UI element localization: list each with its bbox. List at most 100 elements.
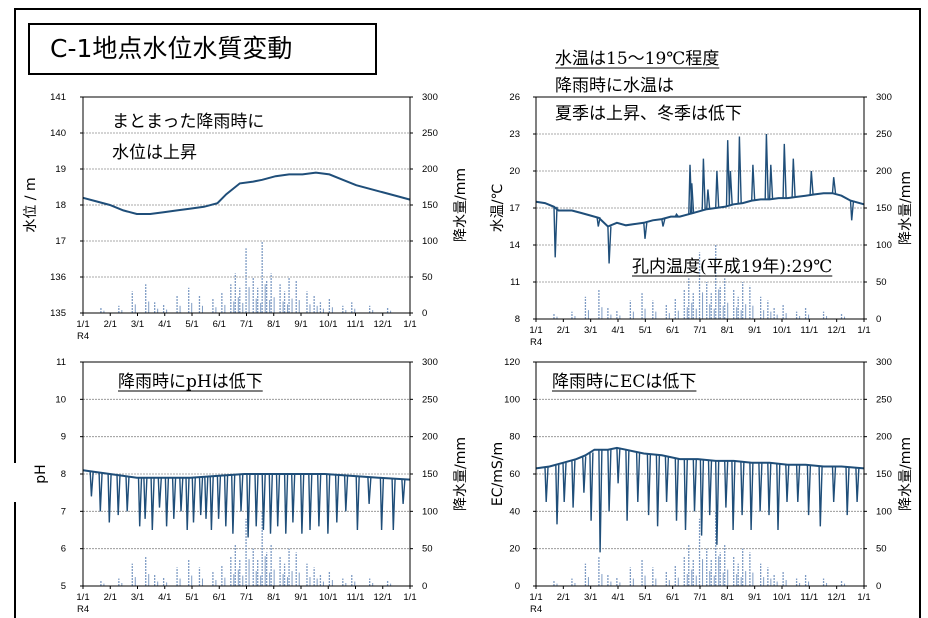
- series-excursion: [191, 477, 196, 523]
- x-tick-label: 10/1: [773, 592, 792, 603]
- y2-tick-label: 150: [422, 200, 438, 211]
- series-excursion: [683, 459, 688, 531]
- y-tick-label: 10: [55, 394, 66, 405]
- series-excursion: [646, 453, 652, 516]
- x-tick-label: 9/1: [748, 325, 761, 336]
- series-excursion: [607, 226, 612, 264]
- series-excursion: [171, 477, 177, 519]
- series-excursion: [401, 479, 406, 504]
- series-excursion: [785, 464, 790, 503]
- x-tick-label: 6/1: [666, 592, 679, 603]
- x-tick-label: 9/1: [294, 319, 307, 330]
- y-tick-label: 0: [515, 581, 520, 592]
- x-tick-label: 9/1: [294, 592, 307, 603]
- y-axis-title: EC/mS/m: [490, 442, 506, 506]
- x-tick-label: 1/1: [857, 592, 870, 603]
- series-excursion: [751, 164, 756, 201]
- chart-water-temperature: 26 23 20 17 14 11 8 300 250 200 150 100 50 0 1/1 2/1 3/1…: [490, 49, 914, 348]
- series-excursion: [157, 477, 162, 508]
- series-excursion: [89, 471, 94, 497]
- series-excursion: [758, 462, 763, 512]
- x-tick-label: 4/1: [158, 319, 171, 330]
- y-tick-label: 9: [61, 432, 66, 443]
- series-excursion: [555, 464, 560, 525]
- series-excursion: [291, 473, 296, 523]
- series-excursion: [715, 170, 720, 209]
- y2-tick-label: 150: [876, 203, 892, 214]
- y-tick-label: 7: [61, 506, 66, 517]
- annotation: 水温は15～19℃程度: [555, 49, 719, 69]
- x-tick-label: 1/1: [529, 592, 542, 603]
- series-excursion: [137, 477, 143, 527]
- series-excursion: [643, 222, 648, 239]
- x-tick-label: 6/1: [213, 319, 226, 330]
- y2-tick-label: 50: [422, 272, 433, 283]
- series-excursion: [98, 472, 103, 512]
- y-tick-label: 20: [509, 166, 520, 177]
- x-tick-label: 12/1: [827, 325, 846, 336]
- series-excursion: [300, 473, 305, 534]
- series-excursion: [855, 467, 860, 503]
- series-excursion: [391, 478, 396, 531]
- x-tick-label: 1/1: [529, 325, 542, 336]
- y2-tick-label: 150: [422, 469, 438, 480]
- series-excursion: [317, 473, 322, 527]
- series-excursion: [664, 456, 670, 503]
- series-excursion: [791, 158, 796, 198]
- series-excursion: [116, 474, 121, 516]
- series-excursion: [185, 477, 190, 531]
- year-label: R4: [77, 604, 89, 615]
- series-excursion: [125, 476, 130, 512]
- y2-tick-label: 200: [876, 432, 892, 443]
- year-label: R4: [530, 604, 542, 615]
- series-excursion: [768, 164, 774, 200]
- y-tick-label: 8: [515, 314, 520, 325]
- x-tick-label: 2/1: [104, 319, 117, 330]
- y-tick-label: 17: [55, 236, 66, 247]
- outer-frame: [14, 8, 921, 618]
- y2-tick-label: 0: [422, 308, 427, 319]
- series-excursion: [589, 452, 594, 521]
- series-excursion: [764, 133, 769, 200]
- y-axis-title: 水温/℃: [490, 184, 506, 232]
- x-tick-label: 12/1: [827, 592, 846, 603]
- series-excursion: [261, 473, 266, 531]
- year-label: R4: [77, 331, 89, 342]
- x-tick-label: 1/1: [403, 319, 416, 330]
- y-tick-label: 6: [61, 544, 66, 555]
- y2-tick-label: 200: [422, 164, 438, 175]
- series-excursion: [231, 474, 236, 534]
- y-tick-label: 14: [509, 240, 520, 251]
- x-tick-label: 8/1: [721, 325, 734, 336]
- y2-tick-label: 200: [876, 166, 892, 177]
- series-excursion: [283, 473, 289, 534]
- y2-tick-label: 250: [876, 394, 892, 405]
- series-excursion: [326, 474, 331, 534]
- year-label: R4: [530, 337, 542, 348]
- x-tick-label: 7/1: [240, 592, 253, 603]
- y-axis-title: pH: [33, 464, 49, 483]
- y2-tick-label: 250: [422, 394, 438, 405]
- series-excursion: [616, 447, 621, 484]
- x-tick-label: 7/1: [240, 319, 253, 330]
- series-excursion: [689, 183, 695, 214]
- y2-tick-label: 0: [876, 314, 881, 325]
- series-excursion: [150, 477, 155, 531]
- series-excursion: [223, 475, 229, 527]
- x-tick-label: 4/1: [611, 592, 624, 603]
- y2-tick-label: 200: [422, 432, 438, 443]
- series-excursion: [625, 449, 630, 521]
- series-excursion: [367, 476, 372, 504]
- y-tick-label: 17: [509, 203, 520, 214]
- chart-ph: 11 10 9 8 7 6 5 300 250 200 150 100 50 0 1/1 2/1 3/1 4/1 5…: [33, 357, 469, 615]
- x-tick-label: 7/1: [693, 592, 706, 603]
- y-tick-label: 18: [55, 200, 66, 211]
- frame-left-edge: [14, 8, 16, 463]
- series-excursion: [179, 477, 184, 512]
- series-excursion: [239, 474, 244, 512]
- series-excursion: [544, 467, 549, 503]
- y-tick-label: 80: [509, 432, 520, 443]
- series-excursion: [655, 454, 661, 527]
- series-excursion: [164, 477, 170, 527]
